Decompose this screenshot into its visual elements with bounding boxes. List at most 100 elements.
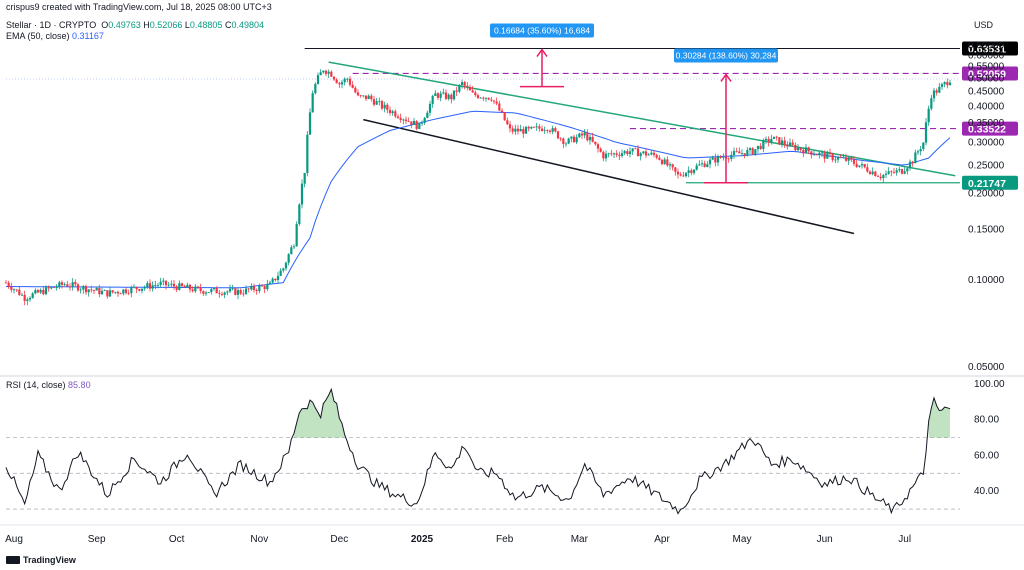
candle-body xyxy=(567,138,570,144)
time-tick-label: Sep xyxy=(88,534,106,545)
channel-bottom-trendline xyxy=(363,118,855,235)
candle-body xyxy=(410,121,413,125)
candle-body xyxy=(42,289,45,295)
candle-body xyxy=(298,204,301,225)
price-tick-label: 0.55000 xyxy=(968,62,1005,73)
candle-body xyxy=(20,294,24,296)
candle-body xyxy=(916,151,920,153)
candle-body xyxy=(276,275,280,281)
candle-body xyxy=(772,136,776,139)
candle-body xyxy=(522,129,525,134)
candle-body xyxy=(63,284,66,286)
candle-body xyxy=(650,152,653,155)
candle-body xyxy=(746,150,749,156)
candle-body xyxy=(258,285,261,292)
candle-body xyxy=(855,163,858,167)
candle-body xyxy=(556,131,560,139)
candle-body xyxy=(196,286,200,288)
price-tick-label: 0.30000 xyxy=(968,137,1005,148)
candle-body xyxy=(215,288,218,294)
candle-body xyxy=(132,286,136,288)
candle-body xyxy=(770,138,773,142)
candle-body xyxy=(476,95,480,99)
candle-body xyxy=(338,83,341,85)
grid-lines xyxy=(0,375,1024,526)
candle-body xyxy=(738,151,741,154)
candle-body xyxy=(450,94,453,100)
candle-body xyxy=(284,262,288,269)
candle-body xyxy=(303,172,306,184)
candle-body xyxy=(362,95,365,97)
candle-body xyxy=(727,158,730,160)
close-label: C xyxy=(224,20,232,30)
candle-body xyxy=(236,290,240,295)
candle-body xyxy=(95,287,98,291)
candle-body xyxy=(551,128,554,132)
candle-body xyxy=(863,164,866,168)
candle-body xyxy=(220,293,224,295)
candle-body xyxy=(668,164,672,166)
candle-body xyxy=(940,84,944,87)
candle-body xyxy=(268,282,272,284)
candle-body xyxy=(892,171,896,173)
price-tick-label: 0.25000 xyxy=(968,160,1005,171)
candle-body xyxy=(292,246,296,248)
candle-body xyxy=(351,84,354,88)
candle-body xyxy=(180,283,184,287)
ema-value: 0.31167 xyxy=(72,31,104,41)
candle-body xyxy=(234,288,237,295)
candle-body xyxy=(538,126,541,129)
candle-body xyxy=(860,164,864,166)
annotation-layer xyxy=(304,48,960,235)
candle-body xyxy=(839,157,842,159)
candle-body xyxy=(604,153,608,159)
price-tick-label: 0.40000 xyxy=(968,101,1005,112)
measure-arrowhead xyxy=(720,73,732,82)
candle-body xyxy=(210,289,213,293)
candle-body xyxy=(455,90,458,92)
candle-body xyxy=(767,138,770,142)
candle-body xyxy=(935,90,938,93)
candle-body xyxy=(183,286,186,288)
candle-body xyxy=(39,289,42,293)
price-tick-label: 0.15000 xyxy=(968,224,1005,235)
candle-body xyxy=(434,93,437,97)
candle-body xyxy=(378,101,381,102)
candle-body xyxy=(420,122,424,124)
candle-body xyxy=(252,285,256,291)
candle-body xyxy=(498,103,501,111)
candle-body xyxy=(831,154,834,160)
candle-body xyxy=(823,152,826,159)
candle-body xyxy=(900,169,904,174)
candle-body xyxy=(596,144,600,149)
candle-body xyxy=(396,116,400,118)
candle-body xyxy=(138,289,141,291)
candle-body xyxy=(482,97,485,99)
candle-body xyxy=(404,119,408,122)
candle-body xyxy=(484,97,488,99)
candle-body xyxy=(394,111,397,117)
time-tick-label: Dec xyxy=(330,534,348,545)
candle-body xyxy=(316,75,320,84)
candle-body xyxy=(207,292,210,293)
candle-body xyxy=(938,86,941,93)
candle-body xyxy=(266,283,269,290)
candle-body xyxy=(610,153,613,155)
candle-body xyxy=(586,132,589,141)
candle-body xyxy=(874,171,877,177)
candle-body xyxy=(543,130,546,131)
candle-body xyxy=(943,82,946,85)
candle-body xyxy=(887,171,890,174)
candle-body xyxy=(327,71,330,74)
candle-body xyxy=(578,133,581,138)
credit-line: crispus9 created with TradingView.com, J… xyxy=(6,2,272,13)
candle-body xyxy=(247,288,250,290)
candle-body xyxy=(250,285,253,290)
candle-body xyxy=(914,152,917,164)
candle-body xyxy=(599,148,602,152)
candle-body xyxy=(82,286,85,290)
candle-body xyxy=(471,90,474,93)
candle-body xyxy=(4,282,8,284)
rsi-overbought-fill xyxy=(294,389,345,438)
